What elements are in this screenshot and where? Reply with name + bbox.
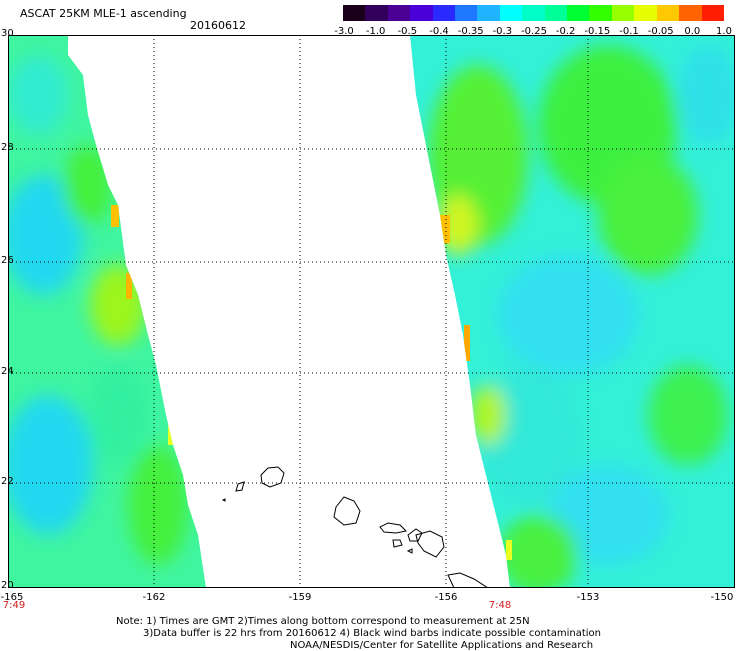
colorbar-swatch (544, 5, 568, 21)
colorbar-label: -0.4 (429, 26, 449, 37)
colorbar-label: -3.0 (334, 26, 354, 37)
colorbar-swatch (567, 5, 590, 21)
colorbar-label: -0.1 (619, 26, 639, 37)
map-title: ASCAT 25KM MLE-1 ascending (20, 7, 187, 20)
swath-time-right: 7:48 (488, 600, 512, 611)
note-line-3: NOAA/NESDIS/Center for Satellite Applica… (290, 640, 594, 651)
lon-label-165: -165 (0, 592, 24, 603)
colorbar-swatch (611, 5, 635, 21)
colorbar-swatch (365, 5, 388, 21)
right-swath (410, 35, 735, 588)
lon-label-162: -162 (142, 592, 166, 603)
colorbar-label: -0.35 (457, 26, 484, 37)
colorbar-label: -0.05 (647, 26, 674, 37)
lat-label-28: 28 (1, 142, 14, 153)
colorbar-swatch (522, 5, 545, 21)
colorbar-swatch (589, 5, 612, 21)
note-line-1: Note: 1) Times are GMT 2)Times along bot… (116, 616, 530, 627)
lat-label-30: 30 (1, 28, 14, 39)
lat-label-26: 26 (1, 255, 14, 266)
colorbar (343, 5, 724, 21)
map-frame (8, 35, 735, 588)
colorbar-swatch (499, 5, 523, 21)
coastline (221, 466, 489, 588)
colorbar-label: -0.2 (555, 26, 576, 37)
colorbar-label: 0.0 (684, 26, 701, 37)
colorbar-swatch (455, 5, 478, 21)
colorbar-label: -0.5 (397, 26, 418, 37)
lat-label-20: 20 (1, 580, 14, 591)
map-date: 20160612 (190, 19, 246, 32)
note-line-2: 3)Data buffer is 22 hrs from 20160612 4)… (143, 628, 601, 639)
left-swath (8, 35, 206, 588)
colorbar-swatch (432, 5, 456, 21)
map-canvas (8, 35, 735, 588)
colorbar-swatch (410, 5, 433, 21)
colorbar-swatch (679, 5, 702, 21)
colorbar-swatch (701, 5, 724, 21)
colorbar-swatch (634, 5, 657, 21)
lon-label-156: -156 (434, 592, 458, 603)
lon-label-159: -159 (288, 592, 312, 603)
colorbar-swatch (343, 5, 366, 21)
lon-label-153: -153 (576, 592, 600, 603)
colorbar-label: -0.25 (521, 26, 547, 37)
graticule (8, 35, 735, 588)
lat-label-22: 22 (1, 476, 14, 487)
colorbar-label: -0.15 (584, 26, 611, 37)
lat-label-24: 24 (1, 366, 14, 377)
colorbar-swatch (387, 5, 411, 21)
colorbar-swatch (477, 5, 500, 21)
colorbar-label: 1.0 (716, 26, 732, 37)
colorbar-label: -0.3 (492, 26, 513, 37)
colorbar-label: -1.0 (365, 26, 386, 37)
swath-time-left: 7:49 (2, 600, 26, 611)
lon-label-150: -150 (710, 592, 734, 603)
colorbar-labels: -3.0 -1.0 -0.5 -0.4 -0.35 -0.3 -0.25 -0.2 -0.15-… (330, 26, 732, 38)
colorbar-swatch (656, 5, 680, 21)
